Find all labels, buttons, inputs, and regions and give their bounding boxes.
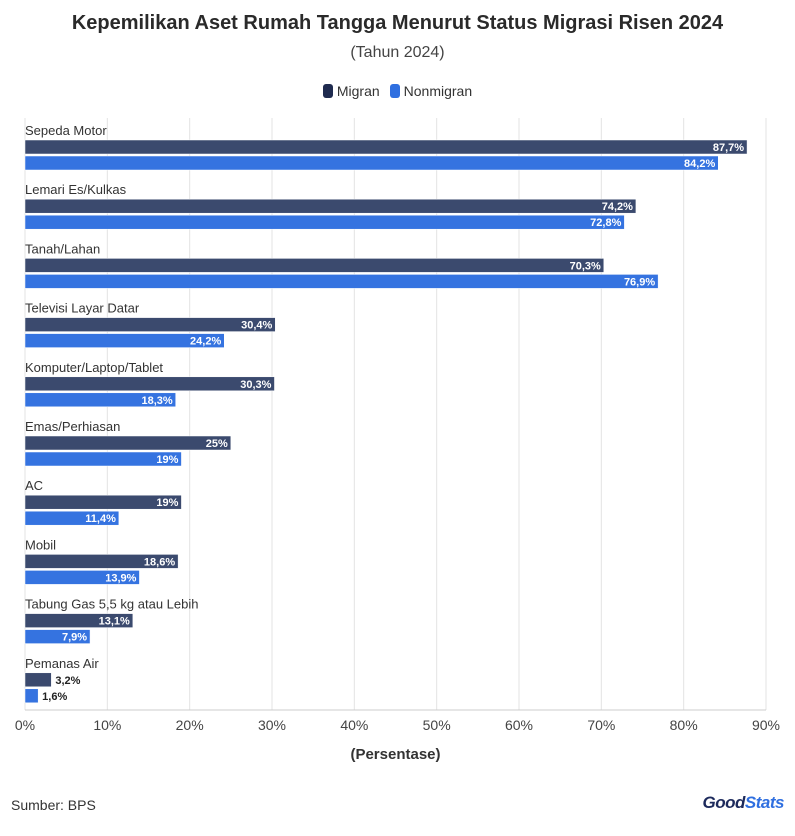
legend-label-migran: Migran [336, 83, 380, 99]
data-label: 84,2% [684, 158, 715, 170]
legend-swatch-nonmigran [389, 84, 400, 98]
data-label: 3,2% [55, 675, 80, 687]
data-label: 13,1% [99, 616, 130, 628]
data-label: 18,3% [141, 395, 172, 407]
category-label: Pemanas Air [25, 656, 99, 671]
chart-title: Kepemilikan Aset Rumah Tangga Menurut St… [71, 12, 724, 34]
x-axis-title: (Persentase) [350, 746, 440, 763]
x-tick-label: 10% [93, 717, 121, 733]
bar-migran [24, 494, 182, 510]
goodstats-logo: GoodStats [702, 793, 785, 813]
data-label: 72,8% [590, 217, 621, 229]
bar-nonmigran [24, 392, 176, 408]
data-label: 19% [156, 497, 178, 509]
bar-migran [24, 258, 605, 273]
bar-nonmigran [24, 629, 91, 644]
logo-text-stats: Stats [744, 793, 785, 812]
bar-migran [24, 376, 275, 392]
x-tick-label: 20% [176, 717, 204, 733]
x-tick-label: 90% [752, 717, 780, 733]
bar-migran [24, 554, 179, 569]
bar-nonmigran [24, 333, 225, 348]
category-label: Emas/Perhiasan [25, 419, 120, 434]
x-tick-label: 80% [670, 717, 698, 733]
bar-nonmigran [24, 570, 140, 585]
data-label: 19% [156, 454, 178, 466]
category-label: Mobil [25, 537, 56, 552]
category-label: Televisi Layar Datar [25, 301, 140, 316]
data-label: 74,2% [602, 201, 633, 213]
source-note: Sumber: BPS [11, 797, 96, 813]
bar-migran [24, 613, 134, 628]
category-label: Tanah/Lahan [25, 241, 100, 256]
category-label: Komputer/Laptop/Tablet [25, 360, 163, 375]
x-tick-label: 70% [587, 717, 615, 733]
legend-label-nonmigran: Nonmigran [403, 83, 473, 99]
bar-nonmigran [24, 155, 719, 171]
legend-swatch-migran [322, 84, 333, 98]
data-label: 70,3% [570, 260, 601, 272]
data-label: 87,7% [713, 142, 744, 154]
data-label: 7,9% [62, 632, 87, 644]
category-label: Lemari Es/Kulkas [25, 182, 127, 197]
chart-subtitle: (Tahun 2024) [350, 44, 445, 61]
data-label: 11,4% [85, 513, 116, 525]
data-label: 13,9% [105, 572, 136, 584]
bar-nonmigran [24, 510, 120, 526]
legend-item-migran[interactable]: Migran [322, 83, 380, 99]
category-label: Sepeda Motor [25, 123, 107, 138]
data-label: 25% [206, 438, 228, 450]
bar-migran [24, 435, 232, 451]
x-tick-label: 30% [258, 717, 286, 733]
category-label: Tabung Gas 5,5 kg atau Lebih [25, 597, 198, 612]
data-label: 76,9% [624, 276, 655, 288]
x-tick-label: 40% [340, 717, 368, 733]
bar-nonmigran [24, 214, 625, 230]
category-label: AC [25, 478, 43, 493]
data-label: 1,6% [42, 691, 67, 703]
data-label: 30,3% [240, 379, 271, 391]
data-label: 24,2% [190, 336, 221, 348]
x-tick-label: 50% [423, 717, 451, 733]
bar-nonmigran [24, 451, 182, 467]
logo-text-good: Good [702, 793, 746, 812]
x-tick-label: 60% [505, 717, 533, 733]
bar-migran [24, 672, 52, 688]
bar-migran [24, 139, 748, 155]
data-label: 18,6% [144, 556, 175, 568]
bar-migran [24, 317, 276, 332]
bar-nonmigran [24, 274, 659, 289]
legend-item-nonmigran[interactable]: Nonmigran [389, 83, 473, 99]
data-label: 30,4% [241, 320, 272, 332]
bar-nonmigran [24, 688, 39, 704]
chart-legend: Migran Nonmigran [0, 83, 795, 99]
bar-migran [24, 198, 637, 214]
x-tick-label: 0% [15, 717, 35, 733]
